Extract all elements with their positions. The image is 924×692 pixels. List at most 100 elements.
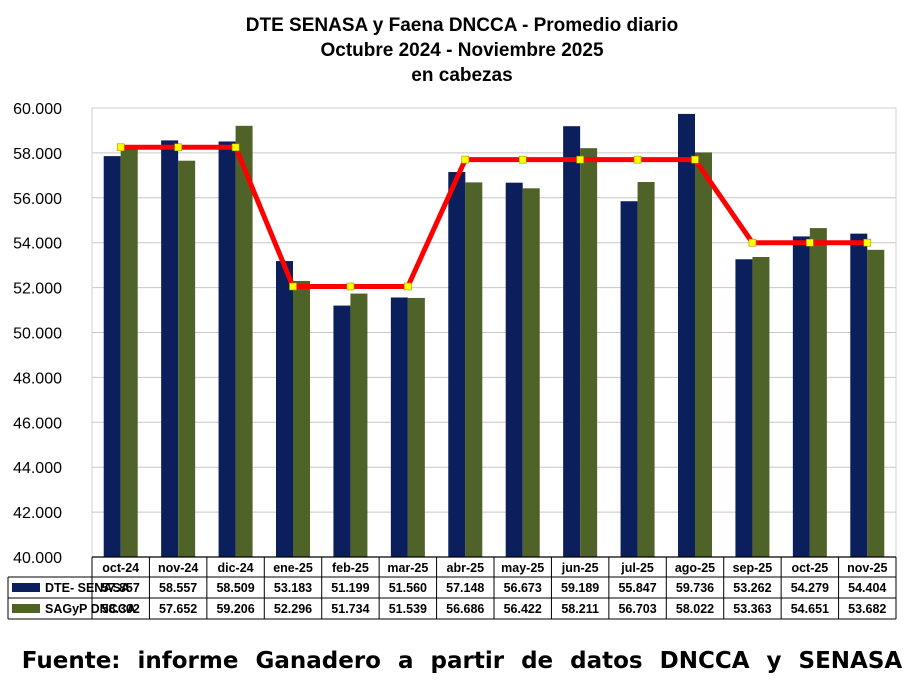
- trend-marker-oct-24: [116, 143, 125, 152]
- trend-marker-ene-25: [289, 282, 297, 291]
- bar-sagyp-dncca-sep-25: [752, 257, 770, 557]
- bar-sagyp-dncca-oct-25: [809, 228, 827, 557]
- data-label: 51.539: [389, 602, 427, 616]
- data-label: 57.857: [102, 581, 140, 595]
- bar-dte-senasa-feb-25: [333, 305, 351, 557]
- category-label: may-25: [501, 561, 544, 575]
- data-label: 53.262: [733, 581, 771, 595]
- data-label: 56.673: [504, 581, 542, 595]
- category-label: mar-25: [387, 561, 428, 575]
- category-label: jun-25: [561, 561, 599, 575]
- data-label: 56.686: [446, 602, 484, 616]
- source-note: Fuente: informe Ganadero a partir de dat…: [21, 648, 903, 674]
- bar-sagyp-dncca-mar-25: [407, 297, 425, 557]
- bar-sagyp-dncca-ene-25: [293, 280, 310, 557]
- y-tick-label: 54.000: [13, 236, 62, 253]
- y-tick-label: 44.000: [13, 460, 62, 477]
- y-tick-label: 56.000: [13, 191, 62, 208]
- data-label: 58.557: [159, 581, 197, 595]
- chart-title: DTE SENASA y Faena DNCCA - Promedio diar…: [246, 15, 679, 86]
- category-label: oct-25: [791, 561, 828, 575]
- trend-line-path: [120, 144, 868, 289]
- trend-marker-mar-25: [404, 282, 412, 291]
- bar-sagyp-dncca-jul-25: [637, 182, 655, 558]
- trend-line: [116, 143, 872, 291]
- bar-dte-senasa-jul-25: [620, 201, 638, 557]
- bar-dte-senasa-oct-24: [103, 156, 121, 557]
- data-label: 59.736: [676, 581, 714, 595]
- bar-sagyp-dncca-ago-25: [695, 152, 712, 557]
- trend-marker-abr-25: [461, 155, 470, 164]
- trend-marker-dic-24: [231, 143, 240, 152]
- bars: [103, 113, 885, 558]
- bar-sagyp-dncca-nov-24: [178, 160, 196, 558]
- data-label: 54.651: [791, 602, 829, 616]
- trend-marker-feb-25: [346, 282, 355, 291]
- bar-sagyp-dncca-oct-24: [120, 146, 138, 557]
- bar-dte-senasa-ago-25: [678, 113, 695, 557]
- category-label: dic-24: [218, 561, 254, 575]
- y-axis-ticks: 40.000 42.000 44.000 46.000 48.000 50.000 52.0…: [13, 101, 62, 567]
- data-label: 57.148: [446, 581, 484, 595]
- bar-dte-senasa-mar-25: [390, 297, 408, 557]
- bar-sagyp-dncca-nov-25: [867, 249, 885, 557]
- category-label: nov-25: [847, 561, 887, 575]
- bar-sagyp-dncca-may-25: [522, 188, 540, 557]
- category-label: nov-24: [158, 561, 198, 575]
- data-label: 54.404: [848, 581, 886, 595]
- data-label: 54.279: [791, 581, 829, 595]
- trend-marker-nov-24: [174, 143, 182, 152]
- data-label: 59.206: [216, 602, 254, 616]
- legend-label: SAGyP DNCCA: [45, 602, 136, 616]
- category-label: feb-25: [332, 561, 369, 575]
- y-tick-label: 48.000: [13, 370, 62, 387]
- y-tick-label: 46.000: [13, 415, 62, 432]
- bar-dte-senasa-nov-25: [850, 233, 868, 558]
- bar-dte-senasa-jun-25: [563, 126, 581, 558]
- bar-dte-senasa-may-25: [505, 182, 523, 557]
- legend-label: DTE- SENASA: [45, 581, 130, 595]
- bar-dte-senasa-ene-25: [276, 261, 293, 557]
- category-label: jul-25: [620, 561, 654, 575]
- data-label: 51.560: [389, 581, 427, 595]
- data-label: 57.652: [159, 602, 197, 616]
- y-tick-label: 60.000: [13, 101, 62, 118]
- title-line-3: en cabezas: [411, 65, 512, 86]
- bar-dte-senasa-oct-25: [792, 236, 810, 557]
- trend-marker-ago-25: [691, 155, 699, 164]
- data-table: oct-24 nov-24 dic-24 ene-25 feb-25 mar-25 abr-…: [7, 556, 897, 620]
- category-label: abr-25: [447, 561, 485, 575]
- category-label: oct-24: [102, 561, 139, 575]
- y-tick-label: 50.000: [13, 326, 62, 343]
- data-label: 56.422: [504, 602, 542, 616]
- trend-marker-nov-25: [863, 238, 872, 247]
- data-label: 58.302: [102, 602, 140, 616]
- bar-dte-senasa-sep-25: [735, 259, 753, 557]
- title-line-1: DTE SENASA y Faena DNCCA - Promedio diar…: [246, 15, 679, 36]
- data-label: 53.183: [274, 581, 312, 595]
- y-tick-label: 58.000: [13, 146, 62, 163]
- data-label: 58.211: [561, 602, 599, 616]
- y-tick-label: 40.000: [13, 550, 62, 567]
- trend-marker-oct-25: [806, 238, 814, 247]
- data-label: 58.022: [676, 602, 714, 616]
- gridlines: [91, 107, 897, 558]
- legend-swatch: [12, 583, 40, 592]
- trend-marker-jul-25: [633, 155, 642, 164]
- data-label: 59.189: [561, 581, 599, 595]
- bar-sagyp-dncca-jun-25: [580, 148, 598, 557]
- category-label: ene-25: [273, 561, 313, 575]
- trend-marker-may-25: [518, 155, 527, 164]
- category-label: sep-25: [733, 561, 773, 575]
- data-label: 53.682: [848, 602, 886, 616]
- data-label: 56.703: [618, 602, 656, 616]
- bar-sagyp-dncca-feb-25: [350, 293, 368, 557]
- y-tick-label: 52.000: [13, 281, 62, 298]
- bar-dte-senasa-nov-24: [161, 140, 179, 557]
- trend-marker-jun-25: [576, 155, 584, 164]
- bar-sagyp-dncca-dic-24: [235, 125, 253, 557]
- data-label: 55.847: [618, 581, 656, 595]
- bar-dte-senasa-abr-25: [448, 172, 466, 557]
- data-label: 58.509: [216, 581, 254, 595]
